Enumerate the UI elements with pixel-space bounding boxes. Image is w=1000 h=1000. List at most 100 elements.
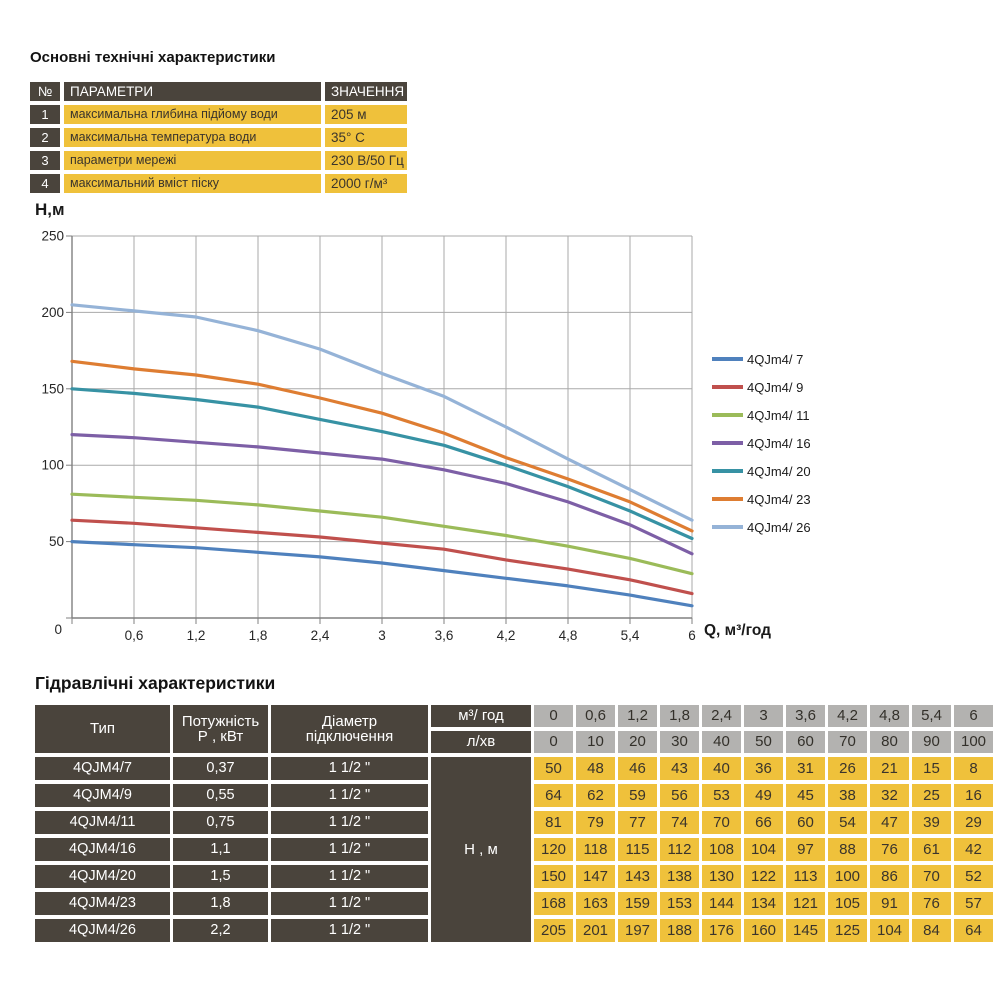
head-value: 56 [660,784,699,807]
head-value: 81 [534,811,573,834]
flow-m3h-value: 6 [954,705,993,727]
flow-m3h-value: 5,4 [912,705,951,727]
head-value: 70 [702,811,741,834]
flow-lmin-value: 70 [828,731,867,753]
unit-header-lmin: л/хв [431,731,531,753]
head-value: 176 [702,919,741,942]
head-value: 32 [870,784,909,807]
head-value: 43 [660,757,699,780]
parameter-name: максимальна глибина підйому води [64,105,321,124]
head-value: 53 [702,784,741,807]
legend-line-swatch [712,497,743,501]
y-tick-label: 150 [41,381,64,396]
head-value: 121 [786,892,825,915]
pump-type: 4QJM4/20 [35,865,170,888]
pump-diameter: 1 1/2 " [271,892,428,915]
head-value: 115 [618,838,657,861]
origin-tick-label: 0 [54,622,62,637]
hydraulic-characteristics-table: Тип Потужність Р , кВт Діаметр підключення м³… [35,705,993,942]
pump-type: 4QJM4/16 [35,838,170,861]
flow-lmin-value: 0 [534,731,573,753]
head-value: 15 [912,757,951,780]
flow-m3h-value: 2,4 [702,705,741,727]
x-tick-label: 1,2 [187,628,206,643]
pump-diameter: 1 1/2 " [271,784,428,807]
series-line-4QJm4-11 [70,492,694,576]
head-value: 70 [912,865,951,888]
head-value: 38 [828,784,867,807]
head-value: 59 [618,784,657,807]
col-header-value: ЗНАЧЕННЯ [325,82,407,101]
col-header-num: № [30,82,60,101]
head-value: 66 [744,811,783,834]
head-value: 25 [912,784,951,807]
head-value: 97 [786,838,825,861]
head-value: 36 [744,757,783,780]
legend-label: 4QJm4/ 7 [747,351,804,367]
head-value: 188 [660,919,699,942]
parameter-name: максимальна температура води [64,128,321,147]
pump-power: 0,55 [173,784,268,807]
legend-item: 4QJm4/ 23 [712,485,811,513]
flow-lmin-value: 80 [870,731,909,753]
head-value: 29 [954,811,993,834]
series-line-4QJm4-9 [70,518,694,596]
y-tick-label: 250 [41,229,64,244]
head-value: 105 [828,892,867,915]
series-line-4QJm4-20 [70,387,694,541]
pump-power: 0,75 [173,811,268,834]
pump-power: 1,1 [173,838,268,861]
head-value: 74 [660,811,699,834]
x-tick-label: 1,8 [249,628,268,643]
head-value: 122 [744,865,783,888]
pump-power: 1,5 [173,865,268,888]
col-header-diameter: Діаметр підключення [271,705,428,753]
head-value: 145 [786,919,825,942]
head-value: 60 [786,811,825,834]
head-value: 88 [828,838,867,861]
legend-item: 4QJm4/ 20 [712,457,811,485]
head-value: 64 [954,919,993,942]
head-value: 201 [576,919,615,942]
head-value: 16 [954,784,993,807]
legend-label: 4QJm4/ 11 [747,407,810,423]
legend-label: 4QJm4/ 23 [747,491,811,507]
head-value: 64 [534,784,573,807]
head-meters-label: Н , м [431,757,531,942]
x-tick-label: 5,4 [621,628,640,643]
parameter-name: максимальний вміст піску [64,174,321,193]
flow-lmin-value: 10 [576,731,615,753]
head-value: 120 [534,838,573,861]
pump-type: 4QJM4/26 [35,919,170,942]
y-axis-title: Н,м [35,200,65,219]
flow-m3h-value: 4,8 [870,705,909,727]
legend-line-swatch [712,385,743,389]
head-value: 42 [954,838,993,861]
x-tick-label: 3,6 [435,628,454,643]
head-value: 50 [534,757,573,780]
head-value: 40 [702,757,741,780]
head-value: 57 [954,892,993,915]
legend-line-swatch [712,469,743,473]
flow-m3h-value: 1,8 [660,705,699,727]
legend-item: 4QJm4/ 9 [712,373,811,401]
head-value: 153 [660,892,699,915]
head-value: 31 [786,757,825,780]
legend-label: 4QJm4/ 16 [747,435,811,451]
flow-m3h-value: 1,2 [618,705,657,727]
head-value: 21 [870,757,909,780]
head-value: 197 [618,919,657,942]
head-value: 144 [702,892,741,915]
head-value: 113 [786,865,825,888]
unit-header-m3h: м³/ год [431,705,531,727]
pump-power: 0,37 [173,757,268,780]
head-value: 77 [618,811,657,834]
head-value: 47 [870,811,909,834]
pump-diameter: 1 1/2 " [271,919,428,942]
flow-lmin-value: 60 [786,731,825,753]
head-value: 163 [576,892,615,915]
head-value: 205 [534,919,573,942]
head-value: 54 [828,811,867,834]
head-value: 150 [534,865,573,888]
